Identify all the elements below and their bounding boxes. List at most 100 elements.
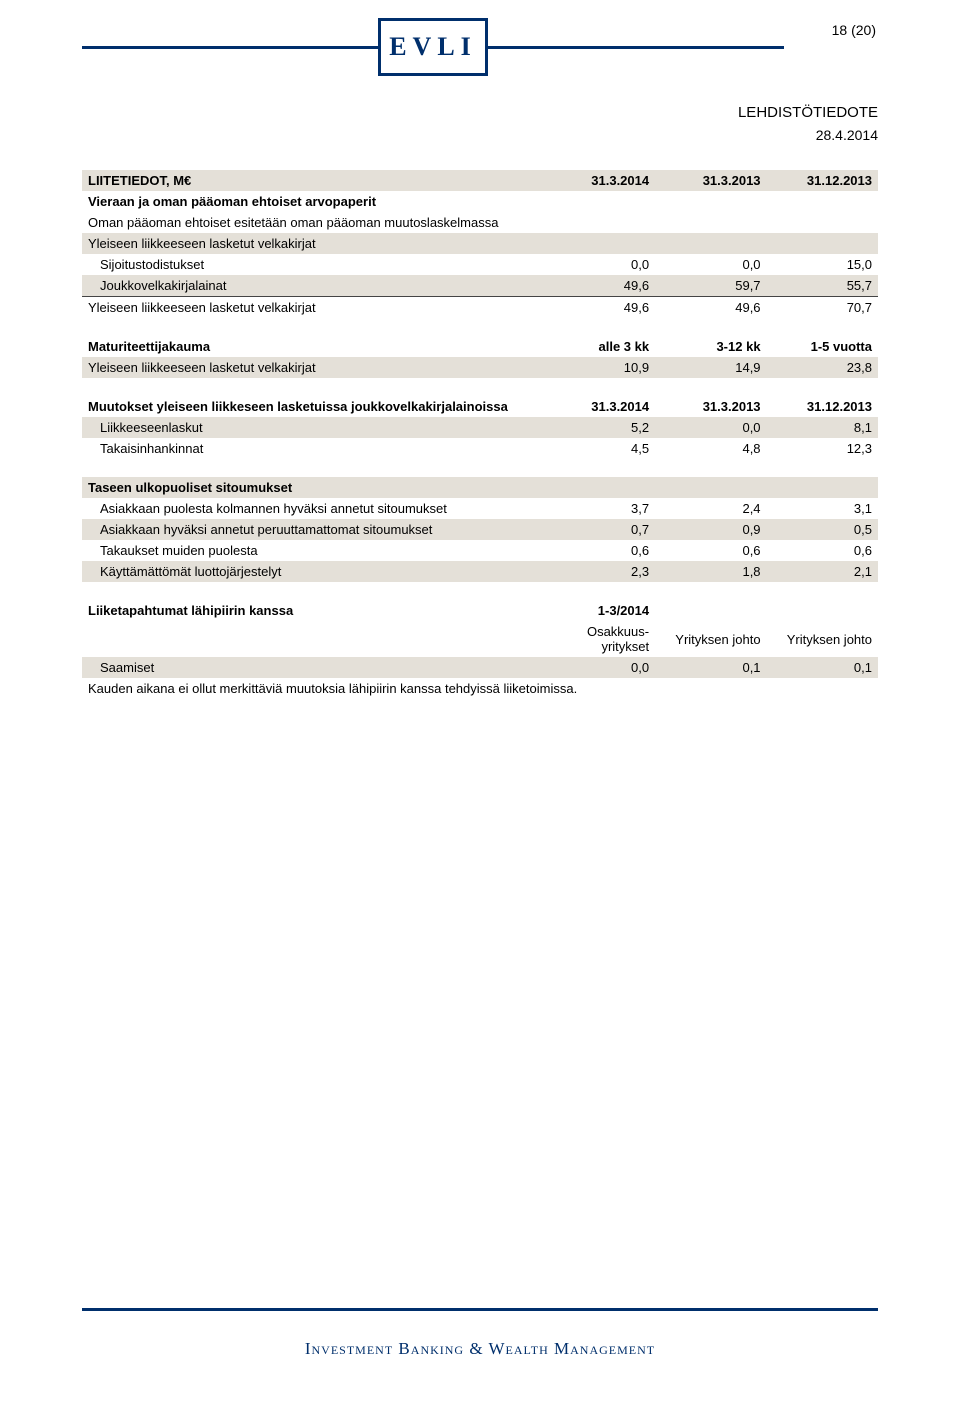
content-area: LIITETIEDOT, M€ 31.3.2014 31.3.2013 31.1…	[82, 170, 878, 699]
table-muutokset: Muutokset yleiseen liikkeseen lasketuiss…	[82, 396, 878, 459]
subhead-cell: Oman pääoman ehtoiset esitetään oman pää…	[82, 212, 878, 233]
header-cell	[655, 600, 766, 621]
table-header-row: Muutokset yleiseen liikkeseen lasketuiss…	[82, 396, 878, 417]
note-cell: Kauden aikana ei ollut merkittäviä muuto…	[82, 678, 878, 699]
cell-value: 0,6	[655, 540, 766, 561]
header-cell: 31.12.2013	[767, 396, 878, 417]
cell-value	[655, 233, 766, 254]
cell-value: 0,6	[767, 540, 878, 561]
document-title: LEHDISTÖTIEDOTE	[82, 104, 878, 121]
header-cell	[767, 477, 878, 498]
cell-value: 1,8	[655, 561, 766, 582]
cell-label: Yleiseen liikkeeseen lasketut velkakirja…	[82, 357, 544, 378]
cell-value: 2,4	[655, 498, 766, 519]
cell-value: 49,6	[544, 297, 655, 319]
header-cell: LIITETIEDOT, M€	[82, 170, 544, 191]
header-cell: 1-5 vuotta	[767, 336, 878, 357]
cell-value: 49,6	[544, 275, 655, 297]
table-liiketapahtumat: Liiketapahtumat lähipiirin kanssa 1-3/20…	[82, 600, 878, 699]
cell-label: Yleiseen liikkeeseen lasketut velkakirja…	[82, 297, 544, 319]
table-row: Sijoitustodistukset 0,0 0,0 15,0	[82, 254, 878, 275]
cell-value: 0,0	[655, 254, 766, 275]
subhead-cell: Yrityksen johto	[767, 621, 878, 657]
header-cell	[767, 600, 878, 621]
table-subtitle-row: Vieraan ja oman pääoman ehtoiset arvopap…	[82, 191, 878, 212]
footer-tagline: Investment Banking & Wealth Management	[0, 1339, 960, 1359]
table-subhead-row: Oman pääoman ehtoiset esitetään oman pää…	[82, 212, 878, 233]
cell-label: Takaukset muiden puolesta	[82, 540, 544, 561]
subhead-cell: Osakkuus- yritykset	[544, 621, 655, 657]
header-cell	[544, 477, 655, 498]
document-date: 28.4.2014	[82, 127, 878, 143]
cell-value: 55,7	[767, 275, 878, 297]
cell-label: Liikkeeseenlaskut	[82, 417, 544, 438]
cell-value: 49,6	[655, 297, 766, 319]
cell-value: 0,7	[544, 519, 655, 540]
cell-value: 0,6	[544, 540, 655, 561]
table-row: Takaisinhankinnat 4,5 4,8 12,3	[82, 438, 878, 459]
table-header-row: Taseen ulkopuoliset sitoumukset	[82, 477, 878, 498]
cell-label: Joukkovelkakirjalainat	[82, 275, 544, 297]
subhead-cell: Yrityksen johto	[655, 621, 766, 657]
logo-text: EVLI	[389, 32, 477, 62]
header-cell: 31.3.2014	[544, 396, 655, 417]
table-row: Asiakkaan puolesta kolmannen hyväksi ann…	[82, 498, 878, 519]
cell-label: Asiakkaan hyväksi annetut peruuttamattom…	[82, 519, 544, 540]
cell-value: 0,1	[767, 657, 878, 678]
table-taseen-ulkopuoliset: Taseen ulkopuoliset sitoumukset Asiakkaa…	[82, 477, 878, 582]
table-subhead-row: Osakkuus- yritykset Yrityksen johto Yrit…	[82, 621, 878, 657]
cell-value: 14,9	[655, 357, 766, 378]
table-row: Yleiseen liikkeeseen lasketut velkakirja…	[82, 297, 878, 319]
cell-value: 5,2	[544, 417, 655, 438]
header-cell: 1-3/2014	[544, 600, 655, 621]
cell-value	[767, 233, 878, 254]
cell-value: 0,5	[767, 519, 878, 540]
logo-box: EVLI	[378, 18, 488, 76]
cell-value: 0,9	[655, 519, 766, 540]
table-row: Yleiseen liikkeeseen lasketut velkakirja…	[82, 357, 878, 378]
cell-value: 0,0	[544, 657, 655, 678]
table-row: Yleiseen liikkeeseen lasketut velkakirja…	[82, 233, 878, 254]
cell-value: 2,1	[767, 561, 878, 582]
table-header-row: Maturiteettijakauma alle 3 kk 3-12 kk 1-…	[82, 336, 878, 357]
cell-value: 70,7	[767, 297, 878, 319]
cell-label: Käyttämättömät luottojärjestelyt	[82, 561, 544, 582]
subtitle-cell: Vieraan ja oman pääoman ehtoiset arvopap…	[82, 191, 878, 212]
cell-value	[544, 233, 655, 254]
header-cell: 31.3.2013	[655, 396, 766, 417]
cell-label: Sijoitustodistukset	[82, 254, 544, 275]
cell-label: Saamiset	[82, 657, 544, 678]
cell-value: 2,3	[544, 561, 655, 582]
cell-value: 10,9	[544, 357, 655, 378]
header-rule-left	[82, 46, 378, 49]
header-cell: 31.3.2014	[544, 170, 655, 191]
cell-value: 23,8	[767, 357, 878, 378]
cell-value: 4,5	[544, 438, 655, 459]
cell-value: 3,7	[544, 498, 655, 519]
table-row: Liikkeeseenlaskut 5,2 0,0 8,1	[82, 417, 878, 438]
table-row: Asiakkaan hyväksi annetut peruuttamattom…	[82, 519, 878, 540]
header-cell: Liiketapahtumat lähipiirin kanssa	[82, 600, 544, 621]
table-row: Joukkovelkakirjalainat 49,6 59,7 55,7	[82, 275, 878, 297]
cell-value: 4,8	[655, 438, 766, 459]
header-cell: 31.12.2013	[767, 170, 878, 191]
table-liitetiedot: LIITETIEDOT, M€ 31.3.2014 31.3.2013 31.1…	[82, 170, 878, 318]
header-cell: Taseen ulkopuoliset sitoumukset	[82, 477, 544, 498]
footer-rule	[82, 1308, 878, 1311]
cell-value: 15,0	[767, 254, 878, 275]
cell-value: 0,1	[655, 657, 766, 678]
document-header: LEHDISTÖTIEDOTE 28.4.2014	[82, 104, 878, 143]
header-cell	[655, 477, 766, 498]
table-maturiteetti: Maturiteettijakauma alle 3 kk 3-12 kk 1-…	[82, 336, 878, 378]
cell-label: Asiakkaan puolesta kolmannen hyväksi ann…	[82, 498, 544, 519]
header-cell: 31.3.2013	[655, 170, 766, 191]
table-header-row: LIITETIEDOT, M€ 31.3.2014 31.3.2013 31.1…	[82, 170, 878, 191]
header-rule-right	[488, 46, 784, 49]
header-cell: Muutokset yleiseen liikkeseen lasketuiss…	[82, 396, 544, 417]
cell-value: 0,0	[655, 417, 766, 438]
header-cell: 3-12 kk	[655, 336, 766, 357]
page-number: 18 (20)	[832, 22, 876, 38]
table-row: Käyttämättömät luottojärjestelyt 2,3 1,8…	[82, 561, 878, 582]
cell-label: Takaisinhankinnat	[82, 438, 544, 459]
header-cell: Maturiteettijakauma	[82, 336, 544, 357]
